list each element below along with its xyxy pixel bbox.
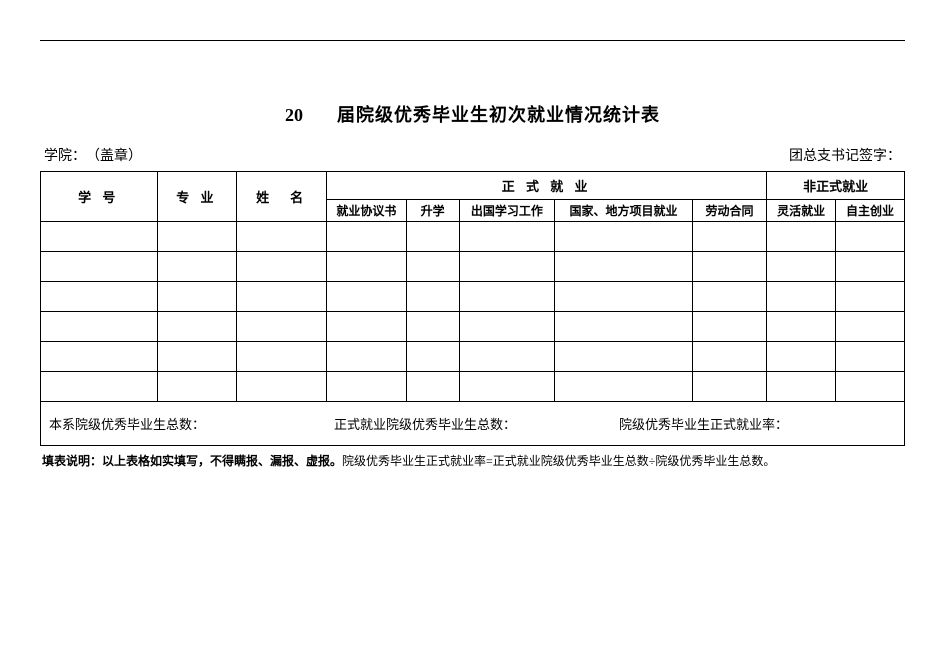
footnote-bold: 以上表格如实填写，不得瞒报、漏报、虚报。 — [102, 454, 342, 468]
table-cell — [767, 282, 836, 312]
th-project: 国家、地方项目就业 — [555, 200, 693, 222]
table-row — [41, 372, 905, 402]
table-cell — [555, 312, 693, 342]
th-self: 自主创业 — [836, 200, 905, 222]
table-cell — [237, 312, 327, 342]
table-cell — [767, 252, 836, 282]
footnote-label: 填表说明： — [42, 454, 102, 468]
footnote: 填表说明：以上表格如实填写，不得瞒报、漏报、虚报。院级优秀毕业生正式就业率=正式… — [40, 452, 905, 471]
table-cell — [555, 252, 693, 282]
th-contract: 劳动合同 — [692, 200, 766, 222]
table-cell — [406, 282, 459, 312]
table-cell — [327, 312, 407, 342]
table-row — [41, 342, 905, 372]
table-cell — [836, 222, 905, 252]
table-cell — [157, 222, 237, 252]
th-student-id: 学 号 — [41, 172, 158, 222]
table-cell — [459, 312, 554, 342]
table-cell — [692, 252, 766, 282]
table-cell — [406, 252, 459, 282]
table-cell — [767, 372, 836, 402]
th-flexible: 灵活就业 — [767, 200, 836, 222]
subheader: 学院： （盖章） 团总支书记签字： — [40, 145, 905, 165]
table-cell — [836, 312, 905, 342]
table-cell — [237, 372, 327, 402]
subheader-left: 学院： （盖章） — [44, 145, 142, 165]
table-cell — [327, 342, 407, 372]
table-cell — [237, 252, 327, 282]
th-abroad: 出国学习工作 — [459, 200, 554, 222]
th-agreement: 就业协议书 — [327, 200, 407, 222]
table-cell — [157, 342, 237, 372]
table-cell — [237, 222, 327, 252]
summary-total-formal: 正式就业院级优秀毕业生总数： — [334, 414, 619, 433]
subheader-right: 团总支书记签字： — [789, 145, 901, 165]
table-cell — [555, 342, 693, 372]
table-cell — [459, 372, 554, 402]
main-table: 学 号 专 业 姓 名 正 式 就 业 非正式就业 就业协议书 升学 出国学习工… — [40, 171, 905, 446]
table-cell — [555, 372, 693, 402]
top-divider — [40, 40, 905, 41]
table-cell — [157, 372, 237, 402]
table-cell — [692, 312, 766, 342]
table-row — [41, 252, 905, 282]
table-cell — [327, 252, 407, 282]
table-row — [41, 222, 905, 252]
title-row: 20 届院级优秀毕业生初次就业情况统计表 — [40, 101, 905, 127]
table-cell — [836, 282, 905, 312]
footnote-rest: 院级优秀毕业生正式就业率=正式就业院级优秀毕业生总数÷院级优秀毕业生总数。 — [342, 454, 775, 468]
summary-rate: 院级优秀毕业生正式就业率： — [619, 414, 904, 433]
table-cell — [157, 282, 237, 312]
table-cell — [237, 282, 327, 312]
table-cell — [767, 312, 836, 342]
table-cell — [555, 282, 693, 312]
summary-cell: 本系院级优秀毕业生总数： 正式就业院级优秀毕业生总数： 院级优秀毕业生正式就业率… — [41, 402, 905, 446]
table-cell — [692, 372, 766, 402]
table-cell — [555, 222, 693, 252]
table-cell — [406, 372, 459, 402]
table-cell — [692, 222, 766, 252]
table-cell — [327, 282, 407, 312]
table-cell — [327, 222, 407, 252]
summary-total-dept: 本系院级优秀毕业生总数： — [49, 414, 334, 433]
th-major: 专 业 — [157, 172, 237, 222]
table-cell — [41, 222, 158, 252]
table-cell — [767, 222, 836, 252]
table-cell — [406, 312, 459, 342]
table-cell — [459, 282, 554, 312]
table-cell — [41, 282, 158, 312]
table-cell — [836, 252, 905, 282]
table-cell — [459, 252, 554, 282]
table-row — [41, 282, 905, 312]
table-cell — [406, 342, 459, 372]
th-informal-group: 非正式就业 — [767, 172, 905, 200]
table-cell — [41, 372, 158, 402]
table-cell — [41, 252, 158, 282]
table-cell — [157, 252, 237, 282]
title-text: 届院级优秀毕业生初次就业情况统计表 — [337, 105, 660, 125]
table-cell — [157, 312, 237, 342]
table-cell — [767, 342, 836, 372]
table-cell — [836, 372, 905, 402]
table-row — [41, 312, 905, 342]
table-cell — [327, 372, 407, 402]
table-cell — [692, 342, 766, 372]
th-name: 姓 名 — [237, 172, 327, 222]
table-cell — [41, 312, 158, 342]
title-year: 20 — [285, 105, 303, 125]
th-further: 升学 — [406, 200, 459, 222]
table-cell — [836, 342, 905, 372]
table-cell — [406, 222, 459, 252]
table-cell — [459, 342, 554, 372]
table-cell — [692, 282, 766, 312]
th-formal-group: 正 式 就 业 — [327, 172, 767, 200]
table-cell — [459, 222, 554, 252]
table-cell — [237, 342, 327, 372]
table-cell — [41, 342, 158, 372]
